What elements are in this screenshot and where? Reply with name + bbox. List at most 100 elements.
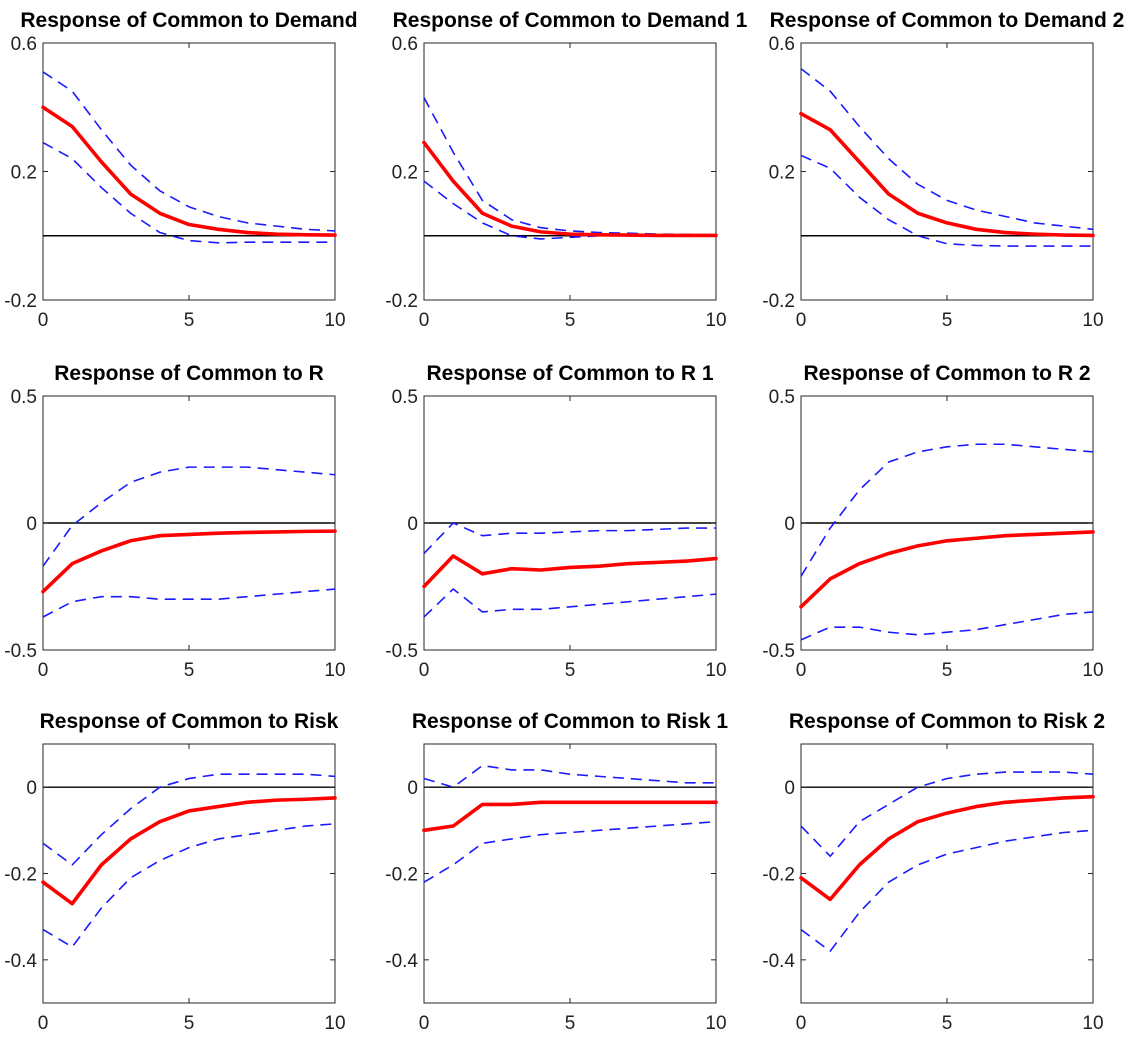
subplot-title: Response of Common to Demand — [20, 9, 357, 32]
y-tick-label: -0.5 — [4, 641, 37, 662]
subplot-title: Response of Common to Risk — [40, 710, 339, 733]
series-line-response — [422, 800, 718, 833]
y-tick-label: -0.2 — [385, 291, 418, 312]
y-tick-label: -0.2 — [4, 865, 37, 886]
subplot: Response of Common to Risk 1 0 5 10 -0.4 -0.2… — [385, 710, 728, 1034]
subplot: Response of Common to Demand 2 0 5 10 -0.2 0.… — [762, 9, 1124, 331]
x-tick-label: 5 — [184, 310, 195, 331]
axes-box — [800, 42, 1094, 301]
x-tick-label: 10 — [705, 660, 726, 681]
subplot: Response of Common to R0 5 10-0.500.5 — [4, 362, 345, 681]
x-tick-label: 5 — [565, 660, 576, 681]
subplot: Response of Common to R 20 5 10-0.500.5 — [762, 362, 1103, 681]
y-tick-label: -0.4 — [385, 951, 418, 972]
y-tick-label: 0.5 — [392, 387, 418, 408]
series-line-band-lower — [423, 820, 717, 883]
subplot-title: Response of Common to Demand 1 — [393, 9, 748, 32]
y-tick-label: 0.2 — [392, 163, 418, 184]
axes-box — [423, 743, 717, 1004]
series-line-response — [799, 530, 1095, 609]
subplot-title: Response of Common to Risk 2 — [789, 710, 1105, 733]
series-line-response — [799, 794, 1095, 902]
series-line-response — [422, 140, 718, 238]
series-line-band-upper — [423, 764, 716, 788]
x-tick-label: 0 — [38, 660, 49, 681]
series-line-band-lower — [800, 829, 1094, 953]
series-line-band-lower — [42, 823, 336, 948]
subplot: Response of Common to Demand 0 5 10 -0.2 0.2 0… — [4, 9, 357, 331]
y-tick-label: -0.2 — [385, 865, 418, 886]
series-line-band-lower — [42, 141, 335, 244]
x-tick-label: 5 — [942, 660, 953, 681]
x-tick-label: 10 — [705, 1013, 726, 1034]
subplot: Response of Common to Demand 1 0 5 10 -0.2 0.… — [385, 9, 747, 331]
x-tick-label: 0 — [419, 660, 430, 681]
series-line-band-upper — [800, 771, 1094, 858]
subplot: Response of Common to Risk 0 5 10 -0.4 -0.2 0 — [4, 710, 345, 1034]
subplot-title: Response of Common to R 1 — [426, 362, 713, 385]
y-tick-label: -0.2 — [4, 291, 37, 312]
y-tick-label: -0.4 — [762, 951, 795, 972]
x-tick-label: 5 — [184, 660, 195, 681]
x-tick-label: 10 — [324, 1013, 345, 1034]
y-tick-label: -0.5 — [762, 641, 795, 662]
y-tick-label: 0 — [407, 778, 418, 799]
x-tick-label: 0 — [419, 1013, 430, 1034]
series-line-band-upper — [800, 68, 1094, 231]
y-tick-label: -0.2 — [762, 291, 795, 312]
series-line-band-lower — [423, 588, 717, 618]
series-line-band-lower — [800, 154, 1093, 247]
y-tick-label: 0.6 — [11, 34, 37, 55]
series-line-band-lower — [42, 588, 336, 618]
y-tick-label: 0.6 — [769, 34, 795, 55]
series-line-band-lower — [423, 180, 716, 240]
y-tick-label: 0 — [26, 778, 37, 799]
axes-box — [42, 743, 336, 1004]
subplot-title: Response of Common to Demand 2 — [770, 9, 1125, 32]
series-line-band-lower — [800, 611, 1094, 641]
x-tick-label: 5 — [565, 310, 576, 331]
y-tick-label: 0 — [784, 514, 795, 535]
subplot: Response of Common to R 10 5 10-0.500.5 — [385, 362, 726, 681]
subplot: Response of Common to Risk 2 0 5 10 -0.4 -0.2… — [762, 710, 1105, 1034]
x-tick-label: 10 — [1082, 310, 1103, 331]
y-tick-label: -0.2 — [762, 865, 795, 886]
series-line-band-upper — [800, 443, 1094, 577]
x-tick-label: 0 — [796, 660, 807, 681]
x-tick-label: 0 — [38, 1013, 49, 1034]
y-tick-label: 0 — [26, 514, 37, 535]
axes-box — [800, 743, 1094, 1004]
y-tick-label: -0.5 — [385, 641, 418, 662]
axes-box — [423, 42, 717, 301]
x-tick-label: 0 — [419, 310, 430, 331]
x-tick-label: 10 — [324, 310, 345, 331]
x-tick-label: 10 — [705, 310, 726, 331]
axes-box — [42, 42, 336, 301]
x-tick-label: 10 — [1082, 660, 1103, 681]
series-line-response — [799, 111, 1095, 238]
subplot-title: Response of Common to Risk 1 — [412, 710, 729, 733]
y-tick-label: 0.5 — [769, 387, 795, 408]
x-tick-label: 0 — [38, 310, 49, 331]
x-tick-label: 5 — [565, 1013, 576, 1034]
series-line-band-upper — [42, 71, 336, 232]
y-tick-label: 0 — [784, 778, 795, 799]
series-line-response — [41, 796, 337, 906]
y-tick-label: 0.2 — [11, 163, 37, 184]
series-line-band-upper — [423, 522, 716, 555]
series-line-response — [41, 105, 337, 237]
series-line-response — [422, 554, 718, 589]
y-tick-label: 0 — [407, 514, 418, 535]
x-tick-label: 10 — [1082, 1013, 1103, 1034]
subplot-title: Response of Common to R 2 — [803, 362, 1090, 385]
y-tick-label: 0.6 — [392, 34, 418, 55]
subplot-title: Response of Common to R — [54, 362, 324, 385]
series-line-band-upper — [42, 773, 336, 866]
series-line-band-upper — [42, 466, 336, 567]
y-tick-label: 0.2 — [769, 163, 795, 184]
series-line-response — [41, 529, 337, 594]
y-tick-label: -0.4 — [4, 951, 37, 972]
x-tick-label: 5 — [942, 310, 953, 331]
x-tick-label: 10 — [324, 660, 345, 681]
